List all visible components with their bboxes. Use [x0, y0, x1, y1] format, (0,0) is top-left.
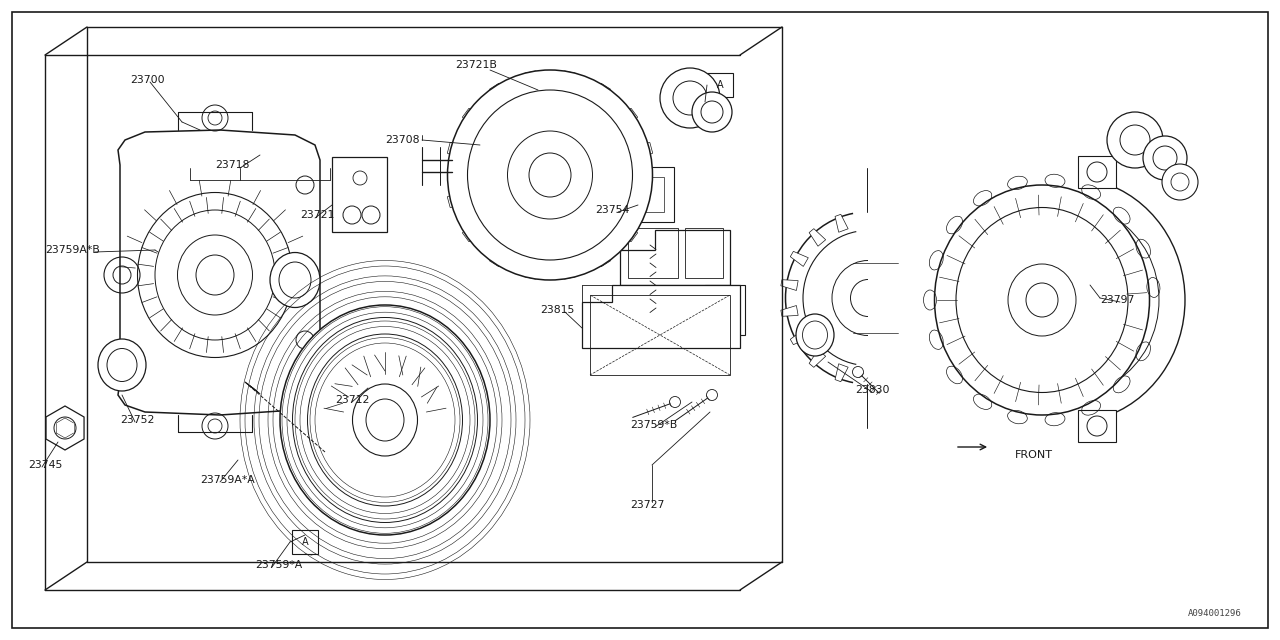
Polygon shape: [781, 305, 799, 316]
Bar: [1078, 410, 1116, 442]
Polygon shape: [118, 130, 320, 415]
Bar: [628, 228, 678, 278]
Circle shape: [852, 367, 864, 378]
Polygon shape: [559, 71, 575, 88]
Polygon shape: [559, 262, 575, 279]
Bar: [707, 73, 733, 97]
Ellipse shape: [99, 339, 146, 391]
Bar: [705, 285, 745, 335]
Polygon shape: [489, 247, 509, 267]
Circle shape: [660, 68, 719, 128]
Ellipse shape: [280, 305, 490, 535]
Bar: [622, 290, 701, 330]
Polygon shape: [617, 108, 637, 128]
Polygon shape: [591, 247, 611, 267]
Circle shape: [707, 390, 718, 401]
Polygon shape: [525, 262, 541, 279]
Circle shape: [1162, 164, 1198, 200]
Text: 23745: 23745: [28, 460, 63, 470]
Polygon shape: [46, 406, 84, 450]
Text: 23727: 23727: [630, 500, 664, 510]
Polygon shape: [635, 143, 653, 159]
Polygon shape: [781, 280, 799, 291]
Text: 23712: 23712: [335, 395, 370, 405]
Circle shape: [1107, 112, 1164, 168]
Bar: [685, 228, 723, 278]
Text: 23754: 23754: [595, 205, 630, 215]
Text: A094001296: A094001296: [1188, 609, 1242, 618]
Circle shape: [692, 92, 732, 132]
Bar: [1078, 156, 1116, 188]
Polygon shape: [462, 222, 483, 242]
Circle shape: [1143, 136, 1187, 180]
Polygon shape: [809, 228, 826, 246]
Ellipse shape: [137, 193, 293, 358]
Text: 23721: 23721: [300, 210, 334, 220]
Polygon shape: [617, 222, 637, 242]
Polygon shape: [635, 191, 653, 207]
Text: FRONT: FRONT: [1015, 450, 1053, 460]
Text: A: A: [302, 537, 308, 547]
Polygon shape: [835, 364, 849, 381]
Polygon shape: [591, 83, 611, 103]
Polygon shape: [462, 108, 483, 128]
Text: 23759A*A: 23759A*A: [200, 475, 255, 485]
Bar: [590, 295, 730, 375]
Bar: [643, 177, 664, 212]
Text: 23708: 23708: [385, 135, 420, 145]
Text: 23721B: 23721B: [454, 60, 497, 70]
Bar: [292, 530, 317, 554]
Text: 23815: 23815: [540, 305, 575, 315]
Text: 23752: 23752: [120, 415, 155, 425]
Bar: [332, 157, 387, 232]
Text: 23700: 23700: [131, 75, 165, 85]
Bar: [632, 167, 675, 222]
Polygon shape: [489, 83, 509, 103]
Ellipse shape: [796, 314, 835, 356]
Text: 23718: 23718: [215, 160, 250, 170]
Ellipse shape: [270, 253, 320, 307]
Polygon shape: [582, 285, 740, 348]
Polygon shape: [620, 230, 730, 285]
Polygon shape: [525, 71, 541, 88]
Ellipse shape: [448, 70, 653, 280]
Polygon shape: [835, 214, 849, 232]
Polygon shape: [790, 252, 808, 266]
Polygon shape: [809, 350, 826, 367]
Ellipse shape: [934, 185, 1149, 415]
Polygon shape: [447, 191, 466, 207]
Text: 23797: 23797: [1100, 295, 1134, 305]
Circle shape: [669, 397, 681, 408]
Text: A: A: [717, 80, 723, 90]
Text: 23759*A: 23759*A: [255, 560, 302, 570]
Text: 23830: 23830: [855, 385, 890, 395]
Polygon shape: [447, 143, 466, 159]
Text: 23759*B: 23759*B: [630, 420, 677, 430]
Text: 23759A*B: 23759A*B: [45, 245, 100, 255]
Polygon shape: [790, 330, 808, 344]
